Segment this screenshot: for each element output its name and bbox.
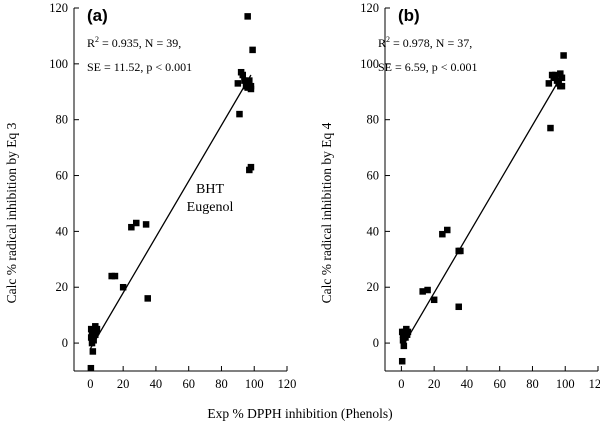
- panel-a-data-point: [133, 219, 140, 227]
- panel-a-ticks: 0 20 40 60 80 100 120 0 20 40 60 80 100 120: [49, 1, 296, 391]
- panel-b-stats-r: R: [378, 36, 386, 50]
- panel-b-points: [398, 52, 567, 365]
- panel-a-data-point: [244, 13, 251, 20]
- shared-x-axis-title: Exp % DPPH inhibition (Phenols): [207, 406, 392, 421]
- panel-b-data-point: [552, 71, 559, 79]
- panel-a-y-tick-label: 100: [49, 57, 68, 71]
- panel-a-data-point: [119, 283, 127, 291]
- panel-b-y-axis-title: Calc % radical inhibition by Eq 4: [319, 122, 334, 303]
- panel-a-x-tick-label: 20: [117, 377, 130, 391]
- panel-a-data-point: [239, 71, 247, 79]
- panel-b-y-tick-label: 20: [367, 280, 380, 294]
- panel-a-x-tick-label: 80: [215, 377, 228, 391]
- panel-a-annotation-bht: BHT: [196, 182, 224, 197]
- panel-a-stats-line1: R2 = 0.935, N = 39,: [87, 35, 181, 50]
- panel-b-data-point: [457, 247, 464, 255]
- panel-b-data-point: [558, 82, 566, 90]
- panel-b-y-tick-label: 80: [367, 113, 380, 127]
- panel-a-points: [87, 13, 256, 372]
- panel-b-data-point: [557, 70, 564, 77]
- panel-a-data-point: [246, 77, 253, 84]
- panel-b-stats-rest: = 0.978, N = 37,: [390, 36, 472, 50]
- panel-a-y-tick-label: 40: [56, 224, 69, 238]
- panel-a-data-point: [92, 331, 99, 338]
- panel-b-stats-line2: SE = 6.59, p < 0.001: [378, 60, 478, 74]
- panel-a-stats-rest: = 0.935, N = 39,: [99, 36, 181, 50]
- panel-a-annotation-eugenol: Eugenol: [187, 200, 234, 215]
- panel-b-data-point: [404, 328, 412, 336]
- panel-b-data-point: [430, 296, 438, 304]
- panel-a-data-point: [249, 46, 256, 54]
- panel-a-label: (a): [87, 6, 108, 25]
- panel-a-x-tick-label: 120: [278, 377, 297, 391]
- panel-b-x-tick-label: 60: [493, 377, 506, 391]
- panel-a-data-point: [128, 223, 135, 231]
- panel-a-y-tick-label: 20: [56, 280, 69, 294]
- panel-b-data-point: [444, 226, 451, 234]
- panel-a-y-tick-label: 0: [62, 336, 68, 350]
- panel-b-y-tick-label: 100: [360, 57, 379, 71]
- panel-b-data-point: [545, 80, 553, 87]
- panel-b-data-point: [402, 334, 409, 341]
- panel-b-stats-sup: 2: [386, 35, 390, 44]
- panel-a-data-point: [142, 221, 150, 228]
- panel-b-x-tick-label: 100: [556, 377, 575, 391]
- panel-a-stats-line2: SE = 11.52, p < 0.001: [87, 60, 192, 74]
- panel-a-x-tick-label: 100: [245, 377, 264, 391]
- panel-a-fit-line: [89, 74, 252, 349]
- panel-a-stats-r: R: [87, 36, 95, 50]
- panel-b-label: (b): [398, 6, 420, 25]
- panel-b-data-point: [560, 52, 567, 59]
- panel-b-y-tick-label: 40: [367, 224, 380, 238]
- panel-b-data-point: [424, 286, 431, 294]
- panel-b-y-tick-label: 0: [373, 336, 379, 350]
- panel-b: 0 20 40 60 80 100 120 0 20 40 60 80 100 120 (b) R2 = …: [319, 1, 600, 391]
- panel-b-data-point: [400, 342, 408, 350]
- panel-b-data-point: [547, 124, 554, 132]
- panel-a-y-tick-label: 60: [56, 169, 69, 183]
- panel-b-y-tick-label: 120: [360, 1, 379, 15]
- panel-a-y-axis-title: Calc % radical inhibition by Eq 3: [4, 122, 19, 303]
- panel-a-data-point: [111, 272, 119, 280]
- panel-b-data-point: [558, 74, 566, 82]
- panel-a-data-point: [236, 110, 243, 118]
- panel-b-fit-line: [400, 74, 563, 349]
- panel-a: 0 20 40 60 80 100 120 0 20 40 60 80 100 120 (a) R2 = …: [4, 1, 296, 391]
- panel-b-data-point: [398, 357, 406, 365]
- panel-a-x-tick-label: 40: [150, 377, 163, 391]
- panel-a-data-point: [241, 77, 248, 84]
- panel-b-data-point: [439, 230, 446, 238]
- panel-a-data-point: [244, 84, 251, 91]
- panel-b-x-tick-label: 0: [398, 377, 404, 391]
- panel-b-x-tick-label: 40: [461, 377, 474, 391]
- panel-a-data-point: [87, 364, 95, 372]
- panel-a-x-tick-label: 60: [182, 377, 195, 391]
- panel-a-y-tick-label: 120: [49, 1, 68, 15]
- panel-a-data-point: [247, 163, 255, 171]
- panel-b-ticks: 0 20 40 60 80 100 120 0 20 40 60 80 100 120: [360, 1, 600, 391]
- panel-b-x-tick-label: 20: [428, 377, 441, 391]
- panel-a-x-tick-label: 0: [87, 377, 93, 391]
- panel-a-stats-sup: 2: [95, 35, 99, 44]
- panel-b-y-tick-label: 60: [367, 169, 380, 183]
- panel-a-data-point: [144, 295, 151, 302]
- panel-a-y-tick-label: 80: [56, 113, 69, 127]
- panel-a-data-point: [234, 80, 242, 87]
- panel-b-x-tick-label: 80: [526, 377, 539, 391]
- panel-b-data-point: [455, 303, 462, 311]
- panel-b-stats-line1: R2 = 0.978, N = 37,: [378, 35, 472, 50]
- panel-a-data-point: [247, 85, 255, 93]
- panel-a-data-point: [108, 272, 115, 280]
- panel-a-data-point: [89, 348, 97, 355]
- panel-a-data-point: [90, 337, 97, 344]
- panel-b-data-point: [419, 288, 426, 295]
- panel-b-x-tick-label: 120: [589, 377, 600, 391]
- panel-a-data-point: [93, 325, 101, 333]
